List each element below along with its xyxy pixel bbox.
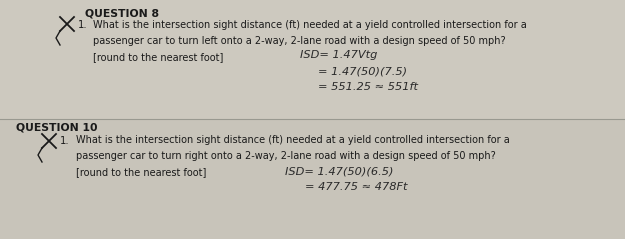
Text: = 477.75 ≈ 478Ft: = 477.75 ≈ 478Ft <box>305 182 408 192</box>
Text: ISD= 1.47Vtg: ISD= 1.47Vtg <box>300 50 378 60</box>
Bar <box>0 0 625 119</box>
Text: [round to the nearest foot]: [round to the nearest foot] <box>76 167 206 177</box>
Text: What is the intersection sight distance (ft) needed at a yield controlled inters: What is the intersection sight distance … <box>93 20 527 30</box>
Text: passenger car to turn right onto a 2-way, 2-lane road with a design speed of 50 : passenger car to turn right onto a 2-way… <box>76 151 496 161</box>
Text: [round to the nearest foot]: [round to the nearest foot] <box>93 52 223 62</box>
Text: 1.: 1. <box>78 20 88 30</box>
Text: What is the intersection sight distance (ft) needed at a yield controlled inters: What is the intersection sight distance … <box>76 135 510 145</box>
Text: = 551.25 ≈ 551ft: = 551.25 ≈ 551ft <box>318 82 418 92</box>
Text: QUESTION 10: QUESTION 10 <box>16 122 98 132</box>
Text: ISD= 1.47(50)(6.5): ISD= 1.47(50)(6.5) <box>285 166 394 176</box>
Text: QUESTION 8: QUESTION 8 <box>85 8 159 18</box>
Bar <box>0 119 625 239</box>
Text: passenger car to turn left onto a 2-way, 2-lane road with a design speed of 50 m: passenger car to turn left onto a 2-way,… <box>93 36 506 46</box>
Text: = 1.47(50)(7.5): = 1.47(50)(7.5) <box>318 66 407 76</box>
Text: 1.: 1. <box>60 136 69 146</box>
